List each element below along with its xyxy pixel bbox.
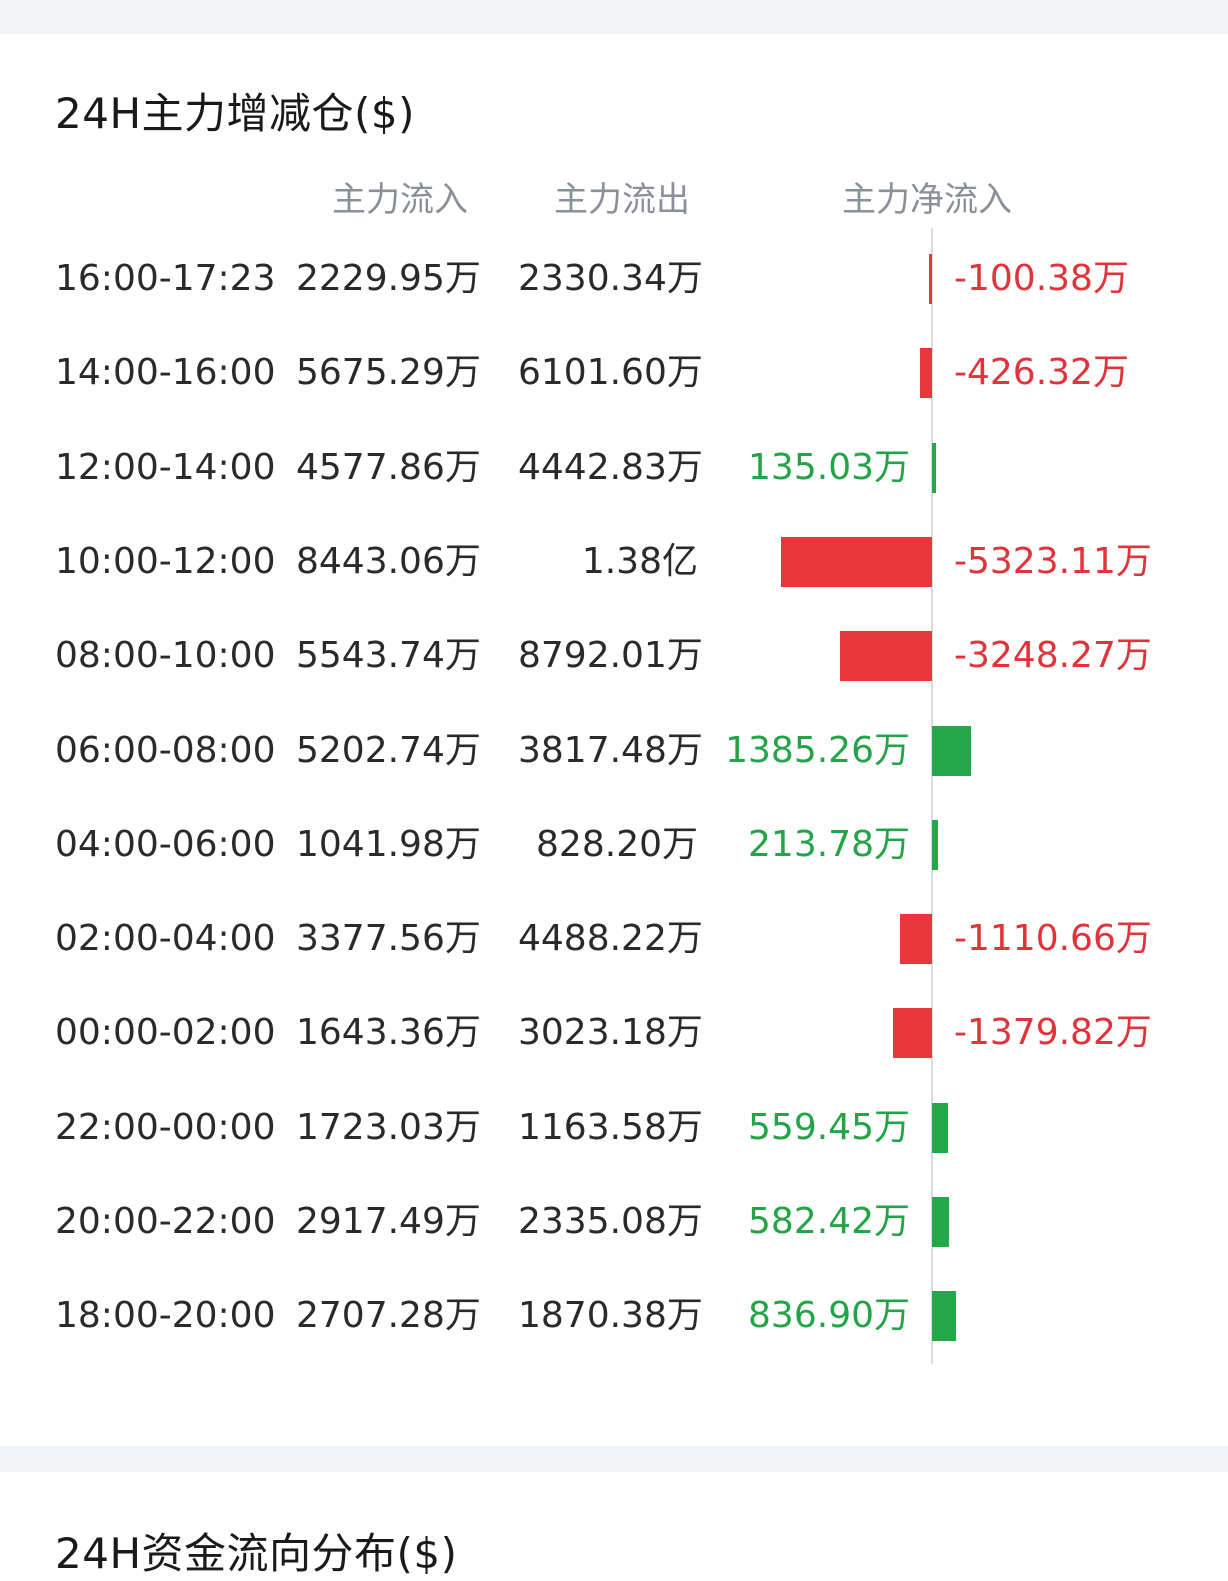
time-range-cell: 10:00-12:00 bbox=[55, 540, 276, 582]
table-row: 14:00-16:00 5675.29万 6101.60万 -426.32万 bbox=[0, 326, 1228, 420]
inflow-cell: 1643.36万 bbox=[296, 1012, 481, 1054]
net-inflow-cell: -1379.82万 bbox=[954, 1012, 1152, 1054]
time-range-cell: 18:00-20:00 bbox=[55, 1295, 276, 1337]
table-row: 02:00-04:00 3377.56万 4488.22万 -1110.66万 bbox=[0, 892, 1228, 986]
time-range-cell: 06:00-08:00 bbox=[55, 729, 276, 771]
section-title-main-force: 24H主力增减仓($) bbox=[55, 89, 416, 138]
inflow-cell: 4577.86万 bbox=[296, 446, 481, 488]
time-range-cell: 02:00-04:00 bbox=[55, 918, 276, 960]
inflow-cell: 8443.06万 bbox=[296, 540, 481, 582]
table-row: 18:00-20:00 2707.28万 1870.38万 836.90万 bbox=[0, 1269, 1228, 1363]
column-header-outflow: 主力流出 bbox=[554, 180, 690, 220]
main-force-card bbox=[0, 34, 1228, 1446]
time-range-cell: 20:00-22:00 bbox=[55, 1201, 276, 1242]
table-row: 00:00-02:00 1643.36万 3023.18万 -1379.82万 bbox=[0, 986, 1228, 1080]
net-inflow-cell: -100.38万 bbox=[954, 258, 1129, 299]
fund-distribution-card bbox=[0, 1472, 1228, 1579]
table-row: 04:00-06:00 1041.98万 828.20万 213.78万 bbox=[0, 798, 1228, 892]
inflow-cell: 3377.56万 bbox=[296, 918, 481, 960]
inflow-cell: 5675.29万 bbox=[296, 352, 481, 394]
time-range-cell: 12:00-14:00 bbox=[55, 446, 276, 488]
net-inflow-cell: -1110.66万 bbox=[954, 918, 1152, 960]
table-row: 16:00-17:23 2229.95万 2330.34万 -100.38万 bbox=[0, 232, 1228, 326]
net-outflow-bar bbox=[900, 914, 932, 965]
inflow-cell: 1041.98万 bbox=[296, 823, 481, 865]
net-flow-zero-axis bbox=[931, 228, 933, 1364]
outflow-cell: 8792.01万 bbox=[518, 635, 703, 677]
time-range-cell: 00:00-02:00 bbox=[55, 1012, 276, 1054]
section-title-fund-distribution: 24H资金流向分布($) bbox=[55, 1529, 458, 1578]
net-inflow-cell: 559.45万 bbox=[748, 1106, 910, 1148]
inflow-cell: 2229.95万 bbox=[296, 258, 481, 299]
column-header-inflow: 主力流入 bbox=[332, 180, 468, 220]
inflow-cell: 2707.28万 bbox=[296, 1295, 481, 1337]
time-range-cell: 22:00-00:00 bbox=[55, 1106, 276, 1148]
inflow-cell: 5202.74万 bbox=[296, 729, 481, 771]
outflow-cell: 3817.48万 bbox=[518, 729, 703, 771]
outflow-cell: 828.20万 bbox=[536, 823, 698, 865]
outflow-cell: 1870.38万 bbox=[518, 1295, 703, 1337]
net-outflow-bar bbox=[929, 254, 932, 304]
top-divider-strip bbox=[0, 0, 1228, 34]
net-inflow-bar bbox=[932, 1197, 949, 1247]
inflow-cell: 1723.03万 bbox=[296, 1106, 481, 1148]
net-inflow-cell: 213.78万 bbox=[748, 823, 910, 865]
outflow-cell: 4442.83万 bbox=[518, 446, 703, 488]
table-row: 10:00-12:00 8443.06万 1.38亿 -5323.11万 bbox=[0, 515, 1228, 609]
outflow-cell: 6101.60万 bbox=[518, 352, 703, 394]
table-row: 20:00-22:00 2917.49万 2335.08万 582.42万 bbox=[0, 1175, 1228, 1269]
outflow-cell: 1.38亿 bbox=[581, 540, 698, 582]
net-inflow-bar bbox=[932, 819, 939, 870]
net-inflow-bar bbox=[932, 725, 972, 776]
net-inflow-cell: -3248.27万 bbox=[954, 635, 1152, 677]
time-range-cell: 08:00-10:00 bbox=[55, 635, 276, 677]
net-inflow-cell: 836.90万 bbox=[748, 1295, 910, 1337]
column-header-net-inflow: 主力净流入 bbox=[842, 180, 1012, 220]
net-inflow-cell: 135.03万 bbox=[748, 446, 910, 488]
net-outflow-bar bbox=[839, 631, 932, 682]
outflow-cell: 3023.18万 bbox=[518, 1012, 703, 1054]
outflow-cell: 4488.22万 bbox=[518, 918, 703, 960]
table-row: 12:00-14:00 4577.86万 4442.83万 135.03万 bbox=[0, 421, 1228, 515]
table-row: 06:00-08:00 5202.74万 3817.48万 1385.26万 bbox=[0, 704, 1228, 798]
net-inflow-cell: 582.42万 bbox=[748, 1201, 910, 1242]
net-inflow-bar bbox=[932, 1102, 948, 1153]
net-inflow-cell: 1385.26万 bbox=[725, 729, 910, 771]
outflow-cell: 2335.08万 bbox=[518, 1201, 703, 1242]
inflow-cell: 5543.74万 bbox=[296, 635, 481, 677]
time-range-cell: 14:00-16:00 bbox=[55, 352, 276, 394]
bottom-divider-strip bbox=[0, 1446, 1228, 1472]
net-outflow-bar bbox=[919, 348, 932, 399]
net-outflow-bar bbox=[892, 1008, 932, 1059]
time-range-cell: 16:00-17:23 bbox=[55, 258, 276, 299]
table-row: 08:00-10:00 5543.74万 8792.01万 -3248.27万 bbox=[0, 609, 1228, 703]
net-inflow-cell: -426.32万 bbox=[954, 352, 1129, 394]
net-inflow-cell: -5323.11万 bbox=[954, 540, 1152, 582]
net-inflow-bar bbox=[932, 1291, 956, 1342]
net-inflow-bar bbox=[932, 442, 936, 493]
net-outflow-bar bbox=[781, 536, 932, 587]
inflow-cell: 2917.49万 bbox=[296, 1201, 481, 1242]
outflow-cell: 2330.34万 bbox=[518, 258, 703, 299]
outflow-cell: 1163.58万 bbox=[518, 1106, 703, 1148]
time-range-cell: 04:00-06:00 bbox=[55, 823, 276, 865]
table-row: 22:00-00:00 1723.03万 1163.58万 559.45万 bbox=[0, 1081, 1228, 1175]
